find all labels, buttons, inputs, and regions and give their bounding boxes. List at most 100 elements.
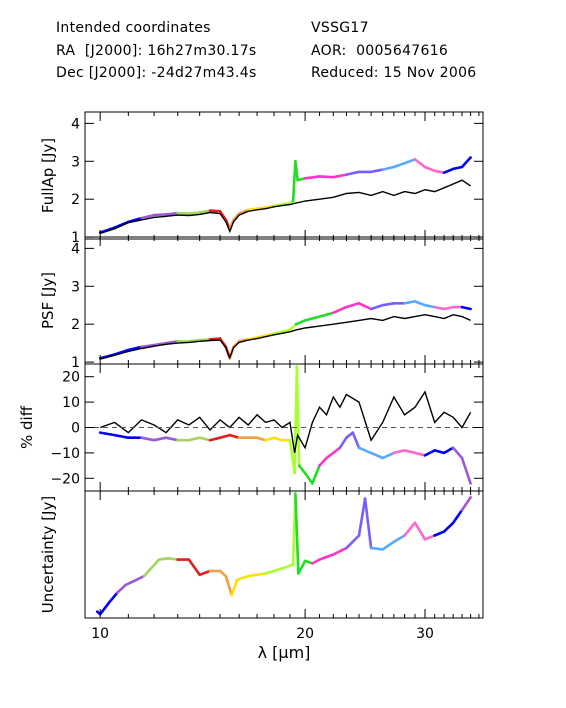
diff-ytick-label: 20 <box>62 370 80 386</box>
diff-module-segment <box>311 464 321 485</box>
diff-module-segment <box>187 436 201 442</box>
psf-module-segment <box>272 330 284 336</box>
unc-module-segment <box>157 556 170 561</box>
unc-module-segment <box>107 591 119 605</box>
psf-module-segment <box>280 328 292 334</box>
fullap-ytick-label: 4 <box>71 116 80 132</box>
unc-module-segment <box>142 558 161 578</box>
psf-module-segment <box>331 305 348 315</box>
unc-module-segment <box>132 574 146 583</box>
diff-module-segment <box>351 431 361 450</box>
fullap-module-segment <box>113 220 130 229</box>
diff-module-segment <box>318 456 328 467</box>
psf-module-segment <box>433 305 446 311</box>
psf-module-segment <box>237 338 250 343</box>
diff-module-segment <box>451 446 464 460</box>
fullap-ytick-label: 3 <box>71 154 80 170</box>
diff-module-segment <box>369 451 385 460</box>
fullap-module-segment <box>246 207 259 212</box>
psf-module-segment <box>187 338 201 343</box>
diff-module-segment <box>295 365 301 467</box>
psf-module-segment <box>246 336 259 341</box>
fullap-module-segment <box>98 226 116 234</box>
fullap-module-segment <box>318 175 335 179</box>
diff-ylabel: % diff <box>18 405 36 449</box>
psf-module-segment <box>357 301 373 311</box>
unc-panel-frame <box>84 490 484 619</box>
diff-module-segment <box>140 436 156 442</box>
psf-module-segment <box>208 337 222 341</box>
diff-module-segment <box>164 436 179 442</box>
unc-module-segment <box>116 583 127 594</box>
unc-module-segment <box>198 569 212 577</box>
xtick-label: 20 <box>296 626 314 642</box>
diff-module-segment <box>218 433 232 440</box>
unc-module-segment <box>442 521 455 533</box>
psf-module-segment <box>288 322 298 332</box>
psf-module-segment <box>140 343 156 349</box>
fullap-module-segment <box>152 213 168 217</box>
diff-module-segment <box>113 433 130 440</box>
fullap-module-segment <box>280 201 292 206</box>
psf-module-segment <box>413 300 427 307</box>
diff-module-segment <box>381 451 396 460</box>
diff-module-segment <box>98 431 116 437</box>
unc-module-segment <box>297 559 307 575</box>
diff-module-segment <box>460 456 472 485</box>
fullap-module-segment <box>413 158 427 169</box>
diff-ytick-label: −20 <box>50 471 80 487</box>
psf-module-segment <box>152 341 168 347</box>
diff-module-segment <box>297 464 307 475</box>
unc-module-segment <box>433 530 446 537</box>
header-target-label: Intended coordinates <box>56 20 211 36</box>
diff-module-segment <box>413 451 427 457</box>
diff-module-segment <box>255 436 267 442</box>
diff-module-segment <box>357 446 373 455</box>
fullap-module-segment <box>164 211 179 216</box>
fullap-module-segment <box>433 169 446 174</box>
fullap-module-segment <box>232 212 241 222</box>
psf-panel-frame <box>84 236 484 365</box>
fullap-module-segment <box>198 209 212 214</box>
fullap-observed-line <box>99 179 471 234</box>
unc-module-segment <box>187 558 201 577</box>
unc-ylabel: Uncertainty [Jy] <box>39 496 57 613</box>
unc-module-segment <box>124 579 135 587</box>
diff-module-segment <box>152 436 168 442</box>
header-aor: AOR: 0005647616 <box>311 43 449 59</box>
psf-module-segment <box>369 303 385 311</box>
fullap-module-segment <box>264 204 276 209</box>
fullap-module-segment <box>331 173 348 179</box>
fullap-module-segment <box>294 160 299 182</box>
diff-module-segment <box>208 436 222 442</box>
fullap-module-segment <box>423 165 437 173</box>
unc-module-segment <box>246 572 267 578</box>
psf-module-segment <box>98 353 116 360</box>
unc-module-segment <box>451 508 464 525</box>
psf-module-segment <box>460 305 472 311</box>
unc-module-segment <box>264 567 284 575</box>
xtick-label: 10 <box>91 626 109 642</box>
diff-observed-line <box>99 390 472 454</box>
fullap-module-segment <box>272 203 284 208</box>
psf-module-segment <box>345 301 361 309</box>
unc-module-segment <box>460 496 472 512</box>
diff-ytick-label: 10 <box>62 395 80 411</box>
psf-module-segment <box>164 339 179 345</box>
fullap-module-segment <box>392 161 406 169</box>
diff-module-segment <box>442 446 455 455</box>
fullap-module-segment <box>403 158 417 165</box>
xtick-label: 30 <box>416 626 434 642</box>
fullap-module-segment <box>140 213 156 220</box>
diff-module-segment <box>423 449 437 457</box>
psf-module-segment <box>127 345 143 352</box>
diff-module-segment <box>264 436 276 442</box>
fullap-ytick-label: 1 <box>71 230 80 246</box>
diff-module-segment <box>433 449 446 455</box>
fullap-module-segment <box>127 216 143 224</box>
unc-module-segment <box>236 574 250 582</box>
diff-ytick-label: −10 <box>50 446 80 462</box>
unc-module-segment <box>363 497 373 550</box>
xaxis-label: λ [μm] <box>258 643 311 662</box>
psf-ytick-label: 3 <box>71 279 80 295</box>
